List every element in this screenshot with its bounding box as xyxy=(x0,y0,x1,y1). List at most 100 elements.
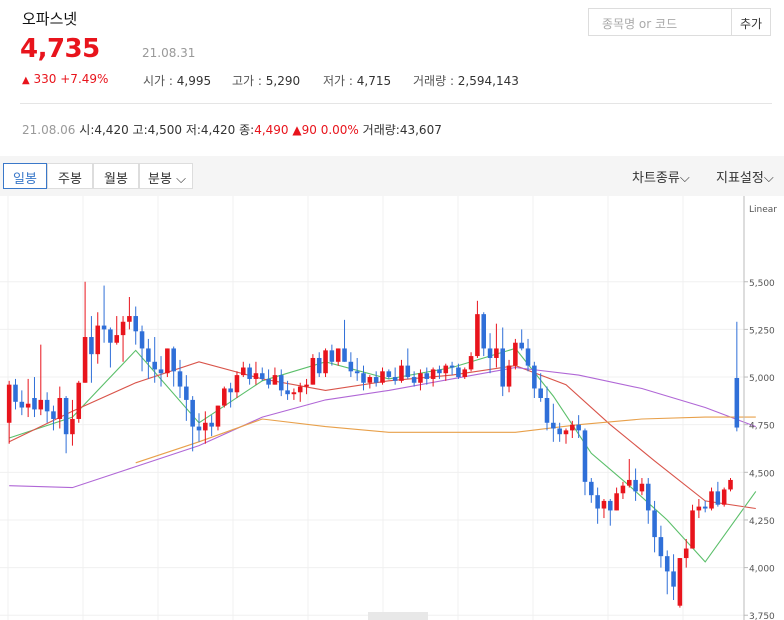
candle[interactable] xyxy=(538,373,543,402)
candle[interactable] xyxy=(57,386,63,429)
candle[interactable] xyxy=(25,378,31,418)
candle[interactable] xyxy=(329,344,335,366)
candle[interactable] xyxy=(253,361,259,385)
candle[interactable] xyxy=(304,378,309,395)
tab-weekly[interactable]: 주봉 xyxy=(47,163,93,189)
candle[interactable] xyxy=(525,338,531,372)
candle[interactable] xyxy=(335,348,341,366)
candle[interactable] xyxy=(702,500,708,513)
candle[interactable] xyxy=(582,428,588,496)
candle[interactable] xyxy=(715,481,721,507)
candle[interactable] xyxy=(392,367,398,385)
candle[interactable] xyxy=(259,367,265,381)
candle[interactable] xyxy=(386,369,392,379)
candle[interactable] xyxy=(19,390,25,416)
candle[interactable] xyxy=(272,367,278,385)
candle[interactable] xyxy=(576,415,581,439)
candle[interactable] xyxy=(152,337,157,383)
candle[interactable] xyxy=(222,386,227,408)
candle[interactable] xyxy=(38,344,44,416)
candle[interactable] xyxy=(285,380,290,400)
candle[interactable] xyxy=(209,415,214,437)
candle[interactable] xyxy=(184,375,189,421)
candle[interactable] xyxy=(728,478,733,492)
candle[interactable] xyxy=(664,550,670,595)
candle[interactable] xyxy=(449,361,455,376)
candle[interactable] xyxy=(354,357,360,381)
candle[interactable] xyxy=(367,375,373,389)
candle[interactable] xyxy=(639,478,645,496)
candle[interactable] xyxy=(13,378,18,410)
candlestick-chart[interactable]: Linear 5,500 5,250 5,000 4,750 4,500 4,250 4,0… xyxy=(0,196,784,620)
indicator-settings-menu[interactable]: 지표설정⌵ xyxy=(716,171,774,186)
candle[interactable] xyxy=(114,316,120,345)
candle[interactable] xyxy=(418,369,423,391)
candle[interactable] xyxy=(437,365,442,379)
candle[interactable] xyxy=(203,411,208,444)
candle[interactable] xyxy=(196,413,202,442)
candle[interactable] xyxy=(32,377,37,418)
candle[interactable] xyxy=(241,361,246,378)
candle[interactable] xyxy=(266,369,271,389)
chart-scroll-handle[interactable] xyxy=(368,612,428,620)
candle[interactable] xyxy=(645,478,651,524)
candle[interactable] xyxy=(120,316,126,362)
candle[interactable] xyxy=(158,356,164,387)
candle[interactable] xyxy=(278,369,284,397)
add-button[interactable]: 추가 xyxy=(731,8,771,36)
candle[interactable] xyxy=(709,487,714,511)
candle[interactable] xyxy=(348,352,354,378)
candle[interactable] xyxy=(557,422,562,442)
candle[interactable] xyxy=(82,281,88,383)
candle[interactable] xyxy=(475,300,480,358)
candle[interactable] xyxy=(373,371,379,387)
candle[interactable] xyxy=(127,296,132,330)
candle[interactable] xyxy=(316,352,322,378)
candle[interactable] xyxy=(544,386,550,431)
candle[interactable] xyxy=(430,367,436,387)
candle[interactable] xyxy=(411,371,417,387)
candle[interactable] xyxy=(601,498,607,519)
candle[interactable] xyxy=(652,500,657,553)
candle[interactable] xyxy=(165,348,170,378)
candle[interactable] xyxy=(481,312,487,357)
candle[interactable] xyxy=(721,487,727,507)
candle[interactable] xyxy=(513,338,518,370)
candle[interactable] xyxy=(76,380,82,423)
candle[interactable] xyxy=(342,319,347,362)
search-input[interactable]: 종목명 or 코드 xyxy=(588,8,732,36)
candle[interactable] xyxy=(424,367,430,385)
candle[interactable] xyxy=(101,285,107,343)
candle[interactable] xyxy=(177,359,183,398)
candle[interactable] xyxy=(551,403,556,442)
candle[interactable] xyxy=(690,504,695,549)
candle[interactable] xyxy=(291,388,297,400)
candle[interactable] xyxy=(139,325,145,372)
candle[interactable] xyxy=(44,392,50,423)
candle[interactable] xyxy=(361,365,366,391)
chart-type-menu[interactable]: 차트종류⌵ xyxy=(632,171,690,186)
candle[interactable] xyxy=(443,363,449,381)
candle[interactable] xyxy=(532,361,537,398)
candle[interactable] xyxy=(63,396,69,454)
candle[interactable] xyxy=(500,327,505,397)
candle[interactable] xyxy=(696,498,702,519)
candle[interactable] xyxy=(563,428,569,444)
candle[interactable] xyxy=(95,312,101,364)
candle[interactable] xyxy=(146,338,151,379)
candle[interactable] xyxy=(658,525,664,568)
candle[interactable] xyxy=(462,367,468,379)
candle[interactable] xyxy=(190,396,195,452)
candle[interactable] xyxy=(297,382,303,402)
candle[interactable] xyxy=(487,333,493,374)
candle[interactable] xyxy=(620,481,626,499)
candle[interactable] xyxy=(519,329,524,351)
candle[interactable] xyxy=(506,359,512,393)
candle[interactable] xyxy=(89,316,94,383)
candle[interactable] xyxy=(380,367,385,385)
candle[interactable] xyxy=(247,363,252,385)
candle[interactable] xyxy=(171,346,176,387)
candle[interactable] xyxy=(228,382,233,408)
tab-daily[interactable]: 일봉 xyxy=(3,163,47,189)
candle[interactable] xyxy=(6,380,12,444)
